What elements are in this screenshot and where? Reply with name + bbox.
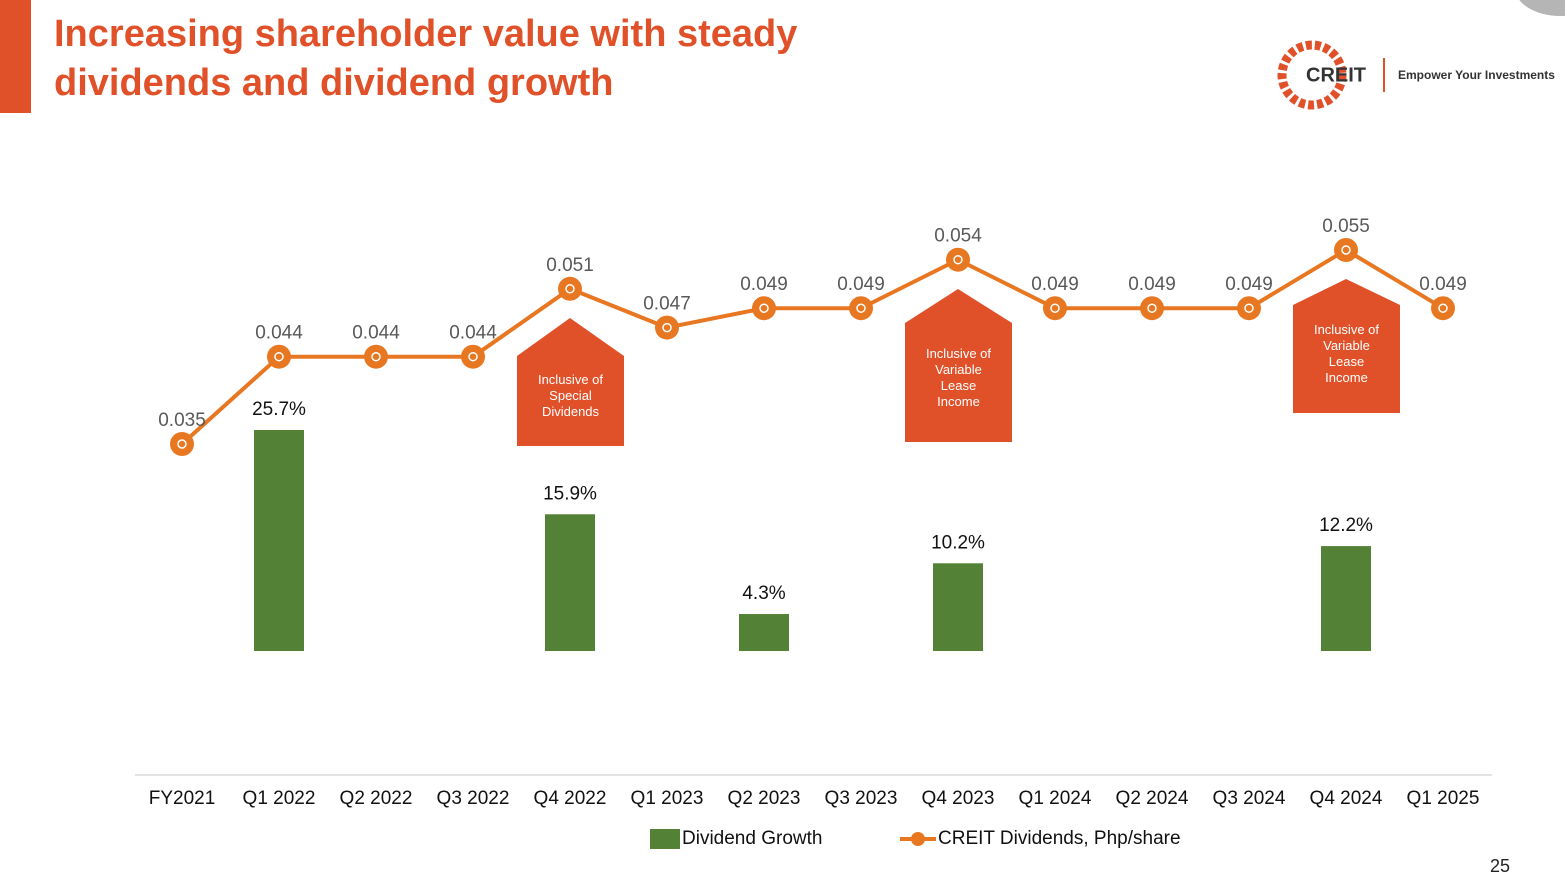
marker-inner [759,303,769,313]
line-value-label: 0.035 [158,410,206,431]
line-marker [1334,238,1358,262]
x-tick-label: Q4 2022 [534,788,607,809]
logo-ring [1277,40,1347,110]
line-value-label: 0.054 [934,226,982,247]
x-tick-label: Q2 2023 [728,788,801,809]
line-marker [267,344,291,369]
tagline: Empower Your Investments [1398,68,1555,82]
bar [1321,546,1371,651]
line-marker [752,296,776,321]
logo-text: CREIT [1306,64,1366,86]
line-marker [461,344,485,369]
x-tick-label: Q3 2024 [1213,788,1286,809]
callout-shape [905,289,1012,442]
line-value-label: 0.044 [352,323,400,344]
bar-value-label: 10.2% [931,532,985,553]
legend-marker [911,832,925,846]
bar-value-label: 15.9% [543,483,597,504]
line-value-label: 0.044 [255,323,303,344]
marker-inner [468,351,478,362]
accent-bar [0,0,31,113]
marker-inner [1147,303,1157,313]
line-value-label: 0.044 [449,323,497,344]
line-value-label: 0.049 [1419,274,1467,295]
x-tick-label: Q3 2023 [825,788,898,809]
logo: CREIT Empower Your Investments [1277,40,1555,110]
line [180,247,1445,446]
slide-title: Increasing shareholder value with steady… [54,13,798,104]
bar [545,514,595,651]
x-tick-label: Q1 2025 [1407,788,1480,809]
callout: Inclusive of Variable Lease Income [1313,322,1380,385]
marker-inner [953,254,963,265]
x-tick-label: FY2021 [149,788,216,809]
callout-text: Inclusive of Variable Lease Income [925,345,992,409]
callout-text: Inclusive of Variable Lease Income [1313,322,1380,385]
line-marker [1043,296,1067,321]
legend-swatch [650,829,680,849]
bar-value-label: 4.3% [742,583,785,604]
callout-shape [1293,279,1400,413]
marker-inner [662,322,672,333]
line-value-label: 0.049 [1225,274,1273,295]
marker-inner [371,351,381,362]
x-tick-label: Q1 2024 [1019,788,1092,809]
line-marker [170,432,194,456]
callout-text: Inclusive of Special Dividends [537,372,604,419]
marker-inner [1438,303,1448,313]
marker-inner [274,351,284,362]
line-value-label: 0.049 [1128,274,1176,295]
callout-shape [517,318,624,446]
callout: Inclusive of Variable Lease Income [925,345,992,409]
line-value-label: 0.055 [1322,216,1370,237]
bar [739,614,789,651]
marker-inner [856,303,866,313]
callout: Inclusive of Special Dividends [537,372,604,419]
marker-inner [1050,303,1060,313]
x-tick-label: Q4 2023 [922,788,995,809]
line-value-label: 0.049 [740,274,788,295]
line-value-label: 0.047 [643,294,691,315]
x-tick-label: Q1 2022 [243,788,316,809]
x-tick-label: Q2 2024 [1116,788,1189,809]
x-tick-label: Q1 2023 [631,788,704,809]
line-value-label: 0.051 [546,255,594,276]
bar [933,563,983,651]
line-value-label: 0.049 [837,274,885,295]
marker-inner [1341,245,1351,255]
marker-inner [1244,303,1254,313]
bar-value-label: 25.7% [252,399,306,420]
line-marker [849,296,873,321]
line-marker [364,344,388,369]
line-marker [946,247,970,272]
legend-label: CREIT Dividends, Php/share [938,828,1181,849]
x-tick-label: Q4 2024 [1310,788,1383,809]
marker-inner [565,284,575,294]
x-tick-label: Q2 2022 [340,788,413,809]
logo-core [1290,53,1334,97]
bar-value-label: 12.2% [1319,515,1373,536]
line-value-label: 0.049 [1031,274,1079,295]
bar [254,430,304,651]
line-marker [1140,296,1164,321]
page-number: 25 [1490,856,1510,876]
marker-inner [177,439,187,449]
x-tick-label: Q3 2022 [437,788,510,809]
line-marker [1237,296,1261,321]
legend-label: Dividend Growth [682,828,822,849]
line-marker [558,276,582,301]
line-marker [1431,296,1455,321]
line-marker [655,315,679,340]
